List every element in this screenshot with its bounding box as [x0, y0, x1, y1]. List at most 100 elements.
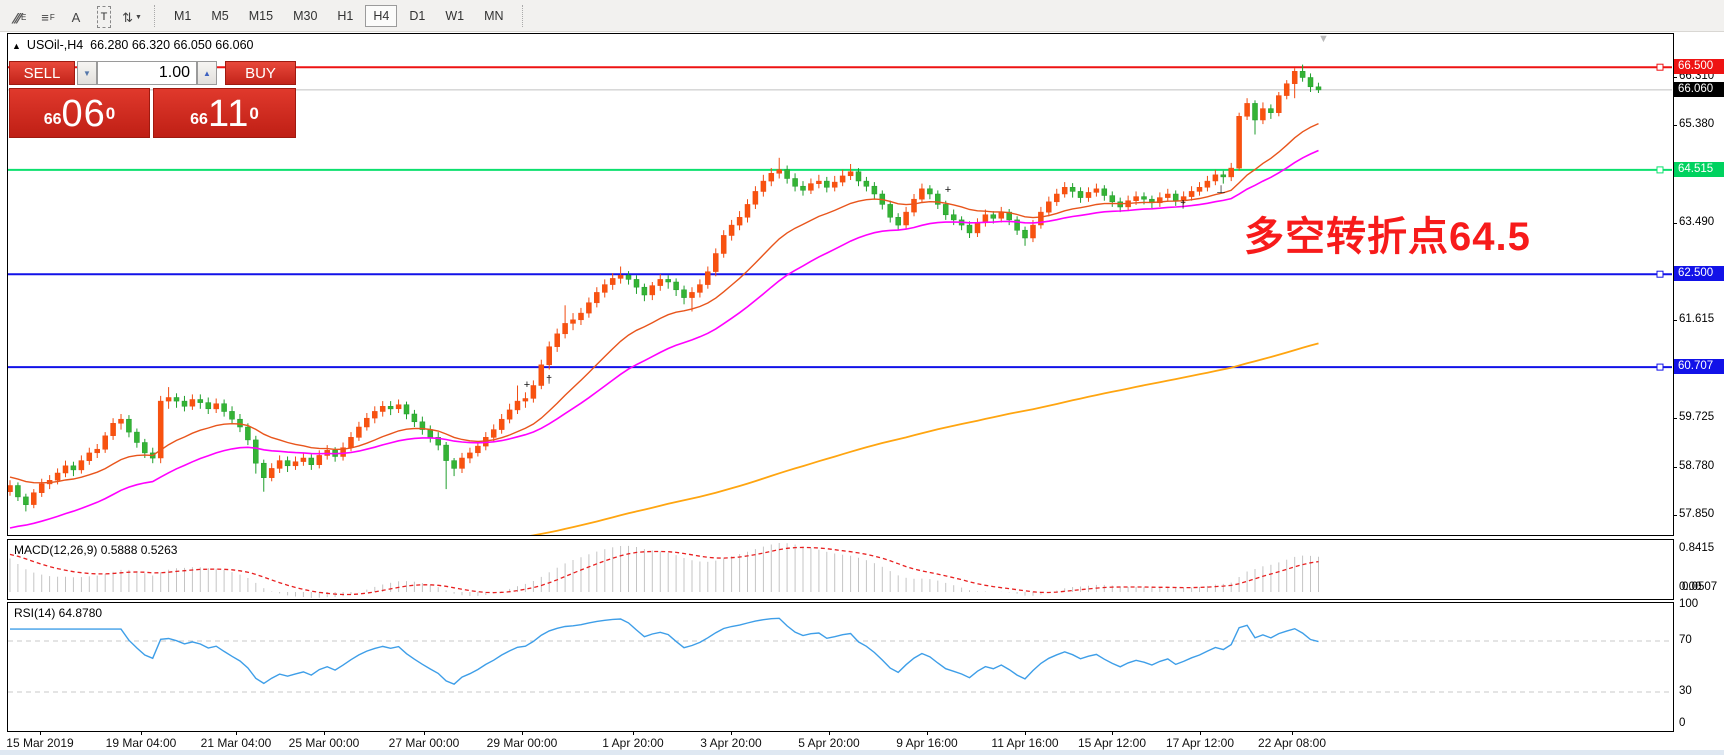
time-tick-dash [829, 731, 830, 735]
price-tick-dash [1673, 515, 1677, 516]
macd-axis-label: 0.8415 [1679, 542, 1715, 554]
macd-panel[interactable]: MACD(12,26,9) 0.5888 0.5263 [7, 539, 1674, 600]
line-handle[interactable] [1656, 63, 1664, 71]
macd-label: MACD(12,26,9) 0.5888 0.5263 [14, 543, 178, 557]
price-tick-dash [1673, 467, 1677, 468]
timeframe-w1[interactable]: W1 [445, 8, 465, 23]
collapse-panel-arrow[interactable]: ▲ [12, 41, 21, 51]
rsi-chart[interactable] [8, 603, 1673, 731]
text-label-icon-glyph: T [96, 5, 112, 28]
arrows-icon[interactable]: ⇅ ▼ [120, 4, 144, 28]
time-tick-label: 15 Mar 2019 [6, 736, 74, 750]
text-label-icon[interactable]: T [92, 4, 116, 28]
time-tick-dash [731, 731, 732, 735]
volume-increase-button[interactable]: ▲ [197, 61, 217, 85]
line-handle[interactable] [1656, 363, 1664, 371]
fibonacci-retracement-icon[interactable]: ≡ F [36, 4, 60, 28]
macd-axis-label: 0.0507 [1682, 581, 1718, 593]
line-handle[interactable] [1656, 270, 1664, 278]
arrows-icon-glyph: ⇅ [122, 9, 133, 25]
time-tick-dash [424, 731, 425, 735]
rsi-axis-label: 30 [1679, 685, 1692, 697]
timeframe-h4[interactable]: H4 [365, 4, 398, 27]
time-tick-label: 21 Mar 04:00 [200, 736, 272, 750]
fibonacci-retracement-icon-glyph: ≡ [41, 9, 49, 25]
time-tick-label: 1 Apr 20:00 [602, 736, 664, 750]
buy-price-panel[interactable]: 66 11 0 [153, 88, 296, 138]
time-tick-dash [236, 731, 237, 735]
sell-price-big-figure: 66 [43, 111, 62, 128]
macd-chart[interactable] [8, 540, 1673, 599]
line-handle[interactable] [1656, 166, 1664, 174]
price-tick-label: 57.850 [1679, 508, 1715, 520]
price-tick-label: 61.615 [1679, 313, 1715, 325]
time-tick-label: 9 Apr 16:00 [896, 736, 958, 750]
timeframe-d1[interactable]: D1 [409, 8, 426, 23]
sell-button[interactable]: SELL [9, 61, 75, 85]
time-tick-dash [633, 731, 634, 735]
timeframe-m1[interactable]: M1 [174, 8, 192, 23]
price-tick-dash [1673, 418, 1677, 419]
sell-price-pips: 06 [61, 93, 106, 135]
time-tick-label: 19 Mar 04:00 [105, 736, 177, 750]
buy-price-pips: 11 [207, 93, 250, 135]
timeframe-h1[interactable]: H1 [337, 8, 354, 23]
toolbar-tools: ||| E ≡ F A T ⇅ ▼ [6, 4, 146, 28]
time-tick-dash [1292, 731, 1293, 735]
time-tick-dash [1200, 731, 1201, 735]
text-icon-glyph: A [71, 9, 81, 25]
price-tick-dash [1673, 223, 1677, 224]
chart-shift-marker-icon: ▼ [1318, 33, 1329, 45]
chart-title-bar: ▲ USOil-,H4 66.280 66.320 66.050 66.060 [12, 38, 254, 52]
time-tick-dash [1025, 731, 1026, 735]
timeframe-buttons: M1 M5 M15 M30 H1 H4 D1 W1 MN [164, 4, 514, 27]
rsi-label: RSI(14) 64.8780 [14, 606, 103, 620]
volume-decrease-button[interactable]: ▼ [77, 61, 97, 85]
chevron-up-icon: ▲ [203, 68, 211, 78]
timeframe-m15[interactable]: M15 [248, 8, 274, 23]
price-tick-label: 59.725 [1679, 411, 1715, 423]
text-icon[interactable]: A [64, 4, 88, 28]
ohlc-readout: 66.280 66.320 66.050 66.060 [90, 38, 254, 52]
timeframe-m30[interactable]: M30 [293, 8, 318, 23]
price-tick-label: 63.490 [1679, 216, 1715, 228]
macd-axis-label: 0.00 [1679, 581, 1702, 593]
price-tick-label: 58.780 [1679, 460, 1715, 472]
macd-signal-line [9, 546, 1319, 596]
time-tick-dash [40, 731, 41, 735]
timeframe-m5[interactable]: M5 [211, 8, 229, 23]
rsi-line [10, 617, 1319, 686]
price-tick-dash [1673, 320, 1677, 321]
sell-price-panel[interactable]: 66 06 0 [9, 88, 150, 138]
price-badge: 62.500 [1674, 266, 1724, 281]
time-tick-label: 15 Apr 12:00 [1077, 736, 1147, 750]
buy-price-big-figure: 66 [190, 111, 208, 128]
chart-object-mark: + [945, 184, 951, 196]
sell-price-fraction: 0 [105, 104, 116, 123]
timeframe-mn[interactable]: MN [484, 8, 504, 23]
equidistant-channel-icon[interactable]: ||| E [8, 4, 32, 28]
volume-input[interactable] [97, 61, 197, 85]
chevron-down-icon: ▼ [83, 68, 91, 78]
price-badge: 66.500 [1674, 59, 1724, 74]
toolbar-separator-2 [521, 4, 524, 27]
time-tick-label: 11 Apr 16:00 [991, 736, 1059, 750]
chinese-annotation: 多空转折点64.5 [1244, 215, 1531, 259]
rsi-panel[interactable]: RSI(14) 64.8780 [7, 602, 1674, 732]
price-tick-dash [1673, 77, 1677, 78]
price-badge: 66.060 [1674, 82, 1724, 97]
buy-button[interactable]: BUY [225, 61, 296, 85]
time-tick-dash [1112, 731, 1113, 735]
price-badge: 64.515 [1674, 162, 1724, 177]
time-tick-label: 27 Mar 00:00 [388, 736, 460, 750]
price-tick-dash [1673, 125, 1677, 126]
buy-price-fraction: 0 [249, 104, 259, 123]
time-tick-dash [927, 731, 928, 735]
toolbar-separator [154, 4, 156, 27]
time-tick-dash [522, 731, 523, 735]
chart-object-mark: ⊥ [1216, 184, 1226, 196]
fast-ma [9, 122, 1319, 484]
time-tick-label: 17 Apr 12:00 [1165, 736, 1235, 750]
chart-object-mark: † [546, 374, 552, 386]
